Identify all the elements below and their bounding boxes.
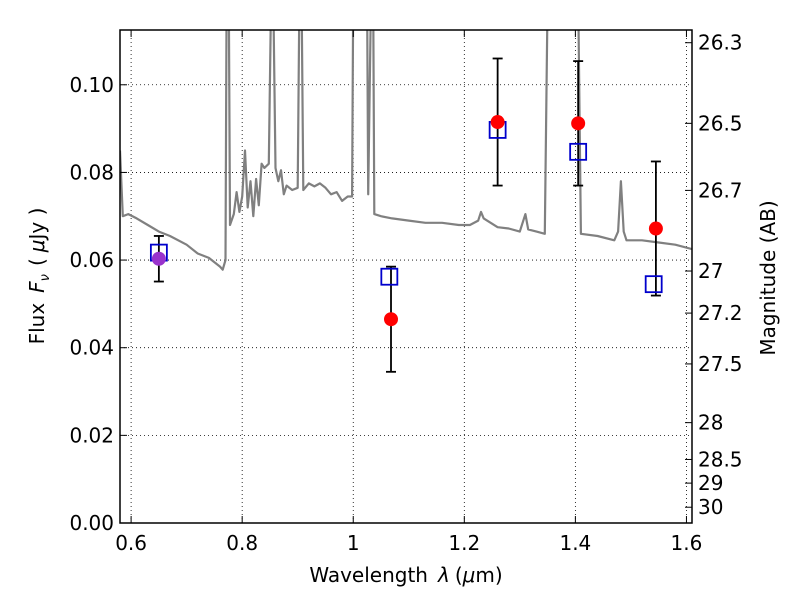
- x-tick-label: 1: [347, 531, 360, 555]
- data-markers: [149, 57, 663, 373]
- observed-flux-point: [384, 312, 399, 327]
- x-tick-label: 0.8: [226, 531, 258, 555]
- y-tick-label: 0.04: [69, 336, 114, 360]
- y-tick-label: 0.02: [69, 423, 114, 447]
- plot-background: [120, 30, 692, 523]
- spectrum-line: [120, 30, 692, 271]
- right-tick-label: 26.5: [698, 111, 743, 135]
- model-spectrum: [120, 30, 692, 271]
- observed-flux-point: [490, 115, 505, 130]
- right-tick-label: 26.3: [698, 31, 743, 55]
- right-axis-title: Magnitude (AB): [756, 200, 780, 355]
- x-tick-label: 1.4: [559, 531, 591, 555]
- observed-flux-point: [571, 116, 586, 131]
- right-tick-label: 27.5: [698, 352, 743, 376]
- model-flux-square: [380, 267, 399, 286]
- x-tick-label: 1.2: [448, 531, 480, 555]
- y-tick-label: 0.10: [69, 73, 114, 97]
- observed-flux-point: [648, 221, 663, 236]
- x-axis-title: Wavelength λ (μm): [309, 563, 502, 587]
- model-flux-square: [644, 275, 663, 294]
- y-axis-title: FluxFν(μJy ): [25, 208, 53, 345]
- right-tick-label: 30: [698, 495, 723, 519]
- right-tick-label: 26.7: [698, 178, 743, 202]
- x-tick-label: 0.6: [115, 531, 147, 555]
- y-tick-label: 0.00: [69, 511, 114, 535]
- observed-flux-point: [151, 251, 166, 266]
- axis-ticks: 0.6 0.8 1 1.2 1.4 1.6 0.00 0.02 0.04 0.06 0.08 0.10…: [69, 30, 743, 555]
- right-tick-label: 28: [698, 411, 723, 435]
- right-tick-label: 29: [698, 471, 723, 495]
- y-tick-label: 0.06: [69, 248, 114, 272]
- right-tick-label: 27: [698, 259, 723, 283]
- model-flux-square: [569, 142, 588, 161]
- right-tick-label: 28.5: [698, 447, 743, 471]
- x-tick-label: 1.6: [671, 531, 703, 555]
- y-tick-label: 0.08: [69, 160, 114, 184]
- right-tick-label: 27.2: [698, 301, 743, 325]
- plot-frame: [119, 29, 693, 524]
